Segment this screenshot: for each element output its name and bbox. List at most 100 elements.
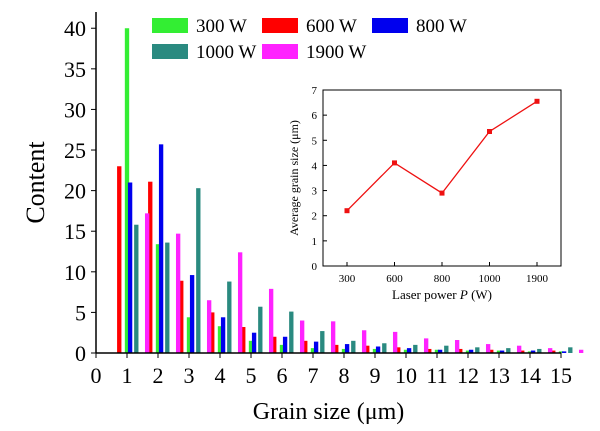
x-tick-label: 12	[457, 363, 479, 388]
x-tick-label: 3	[184, 363, 195, 388]
bar-1900w-2	[175, 233, 181, 353]
bar-800w-9	[375, 346, 381, 353]
bar-800w-1	[127, 182, 133, 353]
inset-y-tick-label: 1	[312, 236, 318, 248]
bar-300w-14	[527, 351, 533, 353]
bar-1900w-13	[516, 345, 522, 353]
y-tick-label: 10	[64, 260, 86, 285]
bar-1000w-9	[382, 343, 387, 353]
inset-x-tick-label: 300	[339, 273, 356, 285]
x-tick-label: 8	[339, 363, 350, 388]
bar-1900w-11	[454, 340, 460, 353]
inset-y-tick-label: 7	[312, 85, 318, 97]
x-tick-label: 7	[308, 363, 319, 388]
legend-swatch-600w	[262, 18, 298, 33]
bar-800w-6	[282, 336, 288, 353]
bar-300w-11	[434, 349, 440, 353]
inset-line-chart: 0 1 2 3 4 5 6 7 300 600 800 1000 1900 Laser power P (…	[287, 85, 562, 302]
x-tick-label: 9	[370, 363, 381, 388]
bar-1900w-8	[361, 330, 367, 353]
inset-y-axis-label: Average grain size (μm)	[287, 120, 301, 236]
bar-300w-3	[186, 317, 192, 353]
y-tick-label: 35	[64, 57, 86, 82]
bar-1900w-6	[299, 320, 305, 353]
x-tick-label: 0	[91, 363, 102, 388]
legend: 300 W 600 W 800 W 1000 W 1900 W	[152, 16, 467, 63]
x-tick-label: 2	[153, 363, 164, 388]
bar-1000w-1	[134, 224, 139, 353]
y-tick-label: 20	[64, 179, 86, 204]
bar-600w-4	[210, 312, 215, 353]
inset-y-tick-label: 3	[312, 186, 318, 198]
bar-1000w-11	[444, 345, 449, 353]
legend-label-1000w: 1000 W	[196, 42, 256, 63]
bar-300w-2	[155, 244, 161, 353]
bar-300w-10	[403, 349, 409, 353]
bar-600w-12	[458, 348, 463, 353]
bar-600w-3	[179, 280, 184, 353]
inset-data-point	[344, 208, 350, 214]
main-bar-chart: 0 1 2 3 4 5 6 7 8 9 10 11 12 13 14 150510152025303540Gr…	[21, 12, 584, 425]
inset-data-point	[534, 98, 540, 104]
bar-1900w-15	[578, 349, 584, 353]
inset-plot-frame	[322, 89, 562, 267]
bar-600w-9	[365, 345, 370, 353]
bar-1000w-13	[506, 348, 511, 353]
bar-800w-5	[251, 332, 257, 353]
bar-300w-4	[217, 326, 223, 353]
bar-800w-4	[220, 317, 226, 353]
legend-swatch-300w	[152, 18, 188, 33]
inset-data-point	[439, 190, 445, 196]
bar-300w-13	[496, 350, 502, 353]
inset-y-tick-label: 5	[312, 135, 318, 147]
bar-1000w-5	[258, 306, 263, 353]
bar-1900w-10	[423, 338, 429, 353]
bar-300w-5	[248, 340, 254, 353]
bar-300w-6	[279, 344, 285, 353]
inset-x-tick-label: 1900	[526, 273, 549, 285]
bar-800w-3	[189, 275, 195, 353]
x-axis-label: Grain size (μm)	[253, 399, 404, 425]
bar-800w-11	[437, 349, 443, 353]
inset-y-tick-label: 4	[312, 160, 318, 172]
x-tick-label: 4	[215, 363, 226, 388]
bar-800w-12	[468, 349, 474, 353]
bar-1900w-7	[330, 321, 336, 353]
x-tick-label: 11	[426, 363, 447, 388]
bar-600w-13	[489, 349, 494, 353]
bar-600w-7	[303, 340, 308, 353]
bar-1000w-10	[413, 344, 418, 353]
bar-1900w-14	[547, 348, 553, 353]
bar-800w-10	[406, 348, 412, 353]
bar-300w-15	[558, 351, 564, 353]
x-tick-label: 5	[246, 363, 257, 388]
inset-y-tick-label: 0	[312, 261, 318, 273]
x-tick-label: 6	[277, 363, 288, 388]
bar-300w-9	[372, 348, 378, 353]
inset-x-tick-label: 800	[434, 273, 451, 285]
bar-1900w-12	[485, 344, 491, 353]
x-tick-label: 15	[550, 363, 572, 388]
bar-1900w-4	[237, 252, 243, 353]
bar-300w-8	[341, 348, 347, 353]
y-tick-label: 30	[64, 97, 86, 122]
bar-800w-8	[344, 344, 350, 353]
inset-x-tick-label: 1000	[479, 273, 502, 285]
legend-label-300w: 300 W	[196, 16, 247, 37]
inset-x-axis-label: Laser power P (W)	[392, 287, 492, 302]
bar-800w-7	[313, 341, 319, 353]
bar-1900w-3	[206, 300, 212, 353]
bar-600w-11	[427, 348, 432, 353]
bar-1000w-15	[568, 347, 573, 353]
bar-600w-1	[117, 166, 122, 353]
bar-600w-6	[272, 336, 277, 353]
bar-600w-14	[520, 350, 525, 353]
y-tick-label: 25	[64, 138, 86, 163]
legend-label-1900w: 1900 W	[306, 42, 366, 63]
bar-1000w-4	[227, 281, 232, 353]
x-tick-label: 10	[395, 363, 417, 388]
inset-y-tick-label: 2	[312, 211, 318, 223]
bar-1000w-7	[320, 331, 325, 353]
inset-data-point	[487, 129, 492, 134]
